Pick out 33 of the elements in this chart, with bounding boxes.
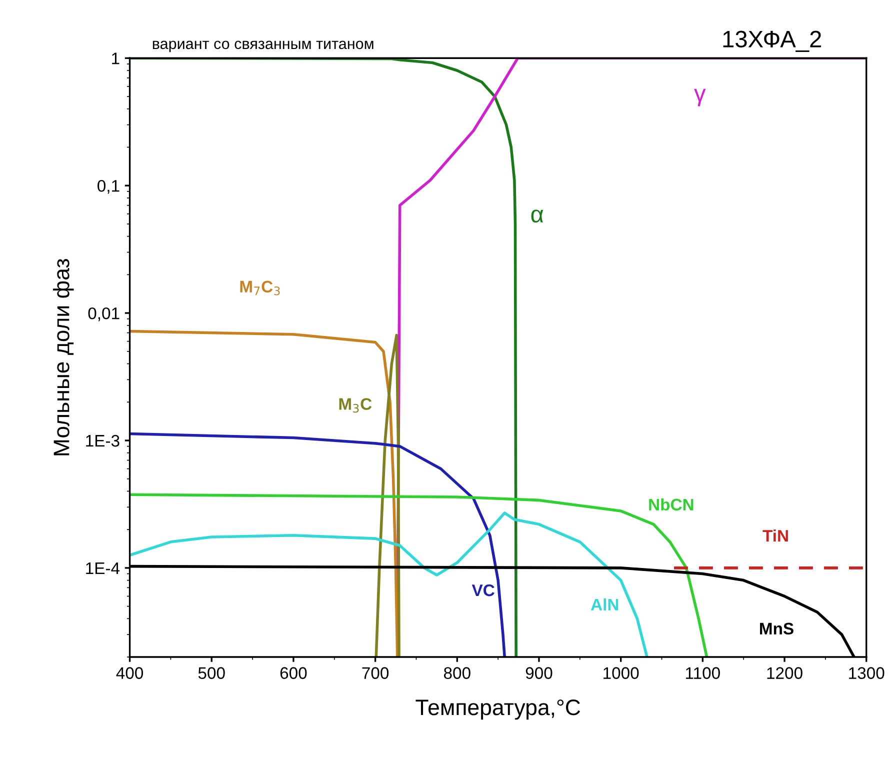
x-tick-label: 600: [280, 667, 307, 679]
y-tick-label: 0,1: [98, 180, 120, 194]
x-tick-label: 700: [362, 667, 389, 679]
line-series: [130, 512, 648, 658]
series-label: VC: [472, 584, 494, 596]
y-tick-label: 1E-3: [86, 434, 120, 447]
series-label: TiN: [762, 529, 788, 542]
series-label: NbCN: [649, 498, 694, 511]
x-tick-label: 900: [526, 667, 552, 679]
text: M$_{7}$C$_{3}$: [240, 280, 280, 296]
series-label: MnS: [760, 622, 794, 635]
x-tick-label: 800: [444, 667, 470, 679]
line-series: [130, 330, 399, 658]
y-tick-label: 1: [112, 52, 120, 64]
series-label: AlN: [590, 598, 618, 610]
x-tick-label: 1300: [849, 667, 884, 679]
y-tick-label: 1E-4: [86, 562, 120, 574]
x-tick-label: 1100: [686, 667, 720, 679]
line-series: [374, 334, 400, 658]
x-tick-label: 400: [116, 667, 144, 679]
x-axis-title: Температура,°C: [416, 700, 580, 720]
y-tick-label: 0,01: [88, 307, 120, 322]
chart-subtitle: вариант со связанным титаном: [152, 40, 374, 52]
x-tick-label: 1200: [767, 667, 802, 679]
line-series: [130, 493, 708, 658]
chart-title: 13ХФА_2: [723, 30, 821, 52]
x-tick-label: 1000: [604, 667, 639, 679]
series-label: α: [531, 210, 544, 223]
series-label: γ: [694, 88, 706, 106]
line-series: [130, 432, 506, 658]
y-axis-title: Мольные доли фаз: [53, 258, 74, 456]
x-tick-label: 500: [198, 667, 225, 679]
series-label: M$_{3}$C: [339, 398, 372, 413]
